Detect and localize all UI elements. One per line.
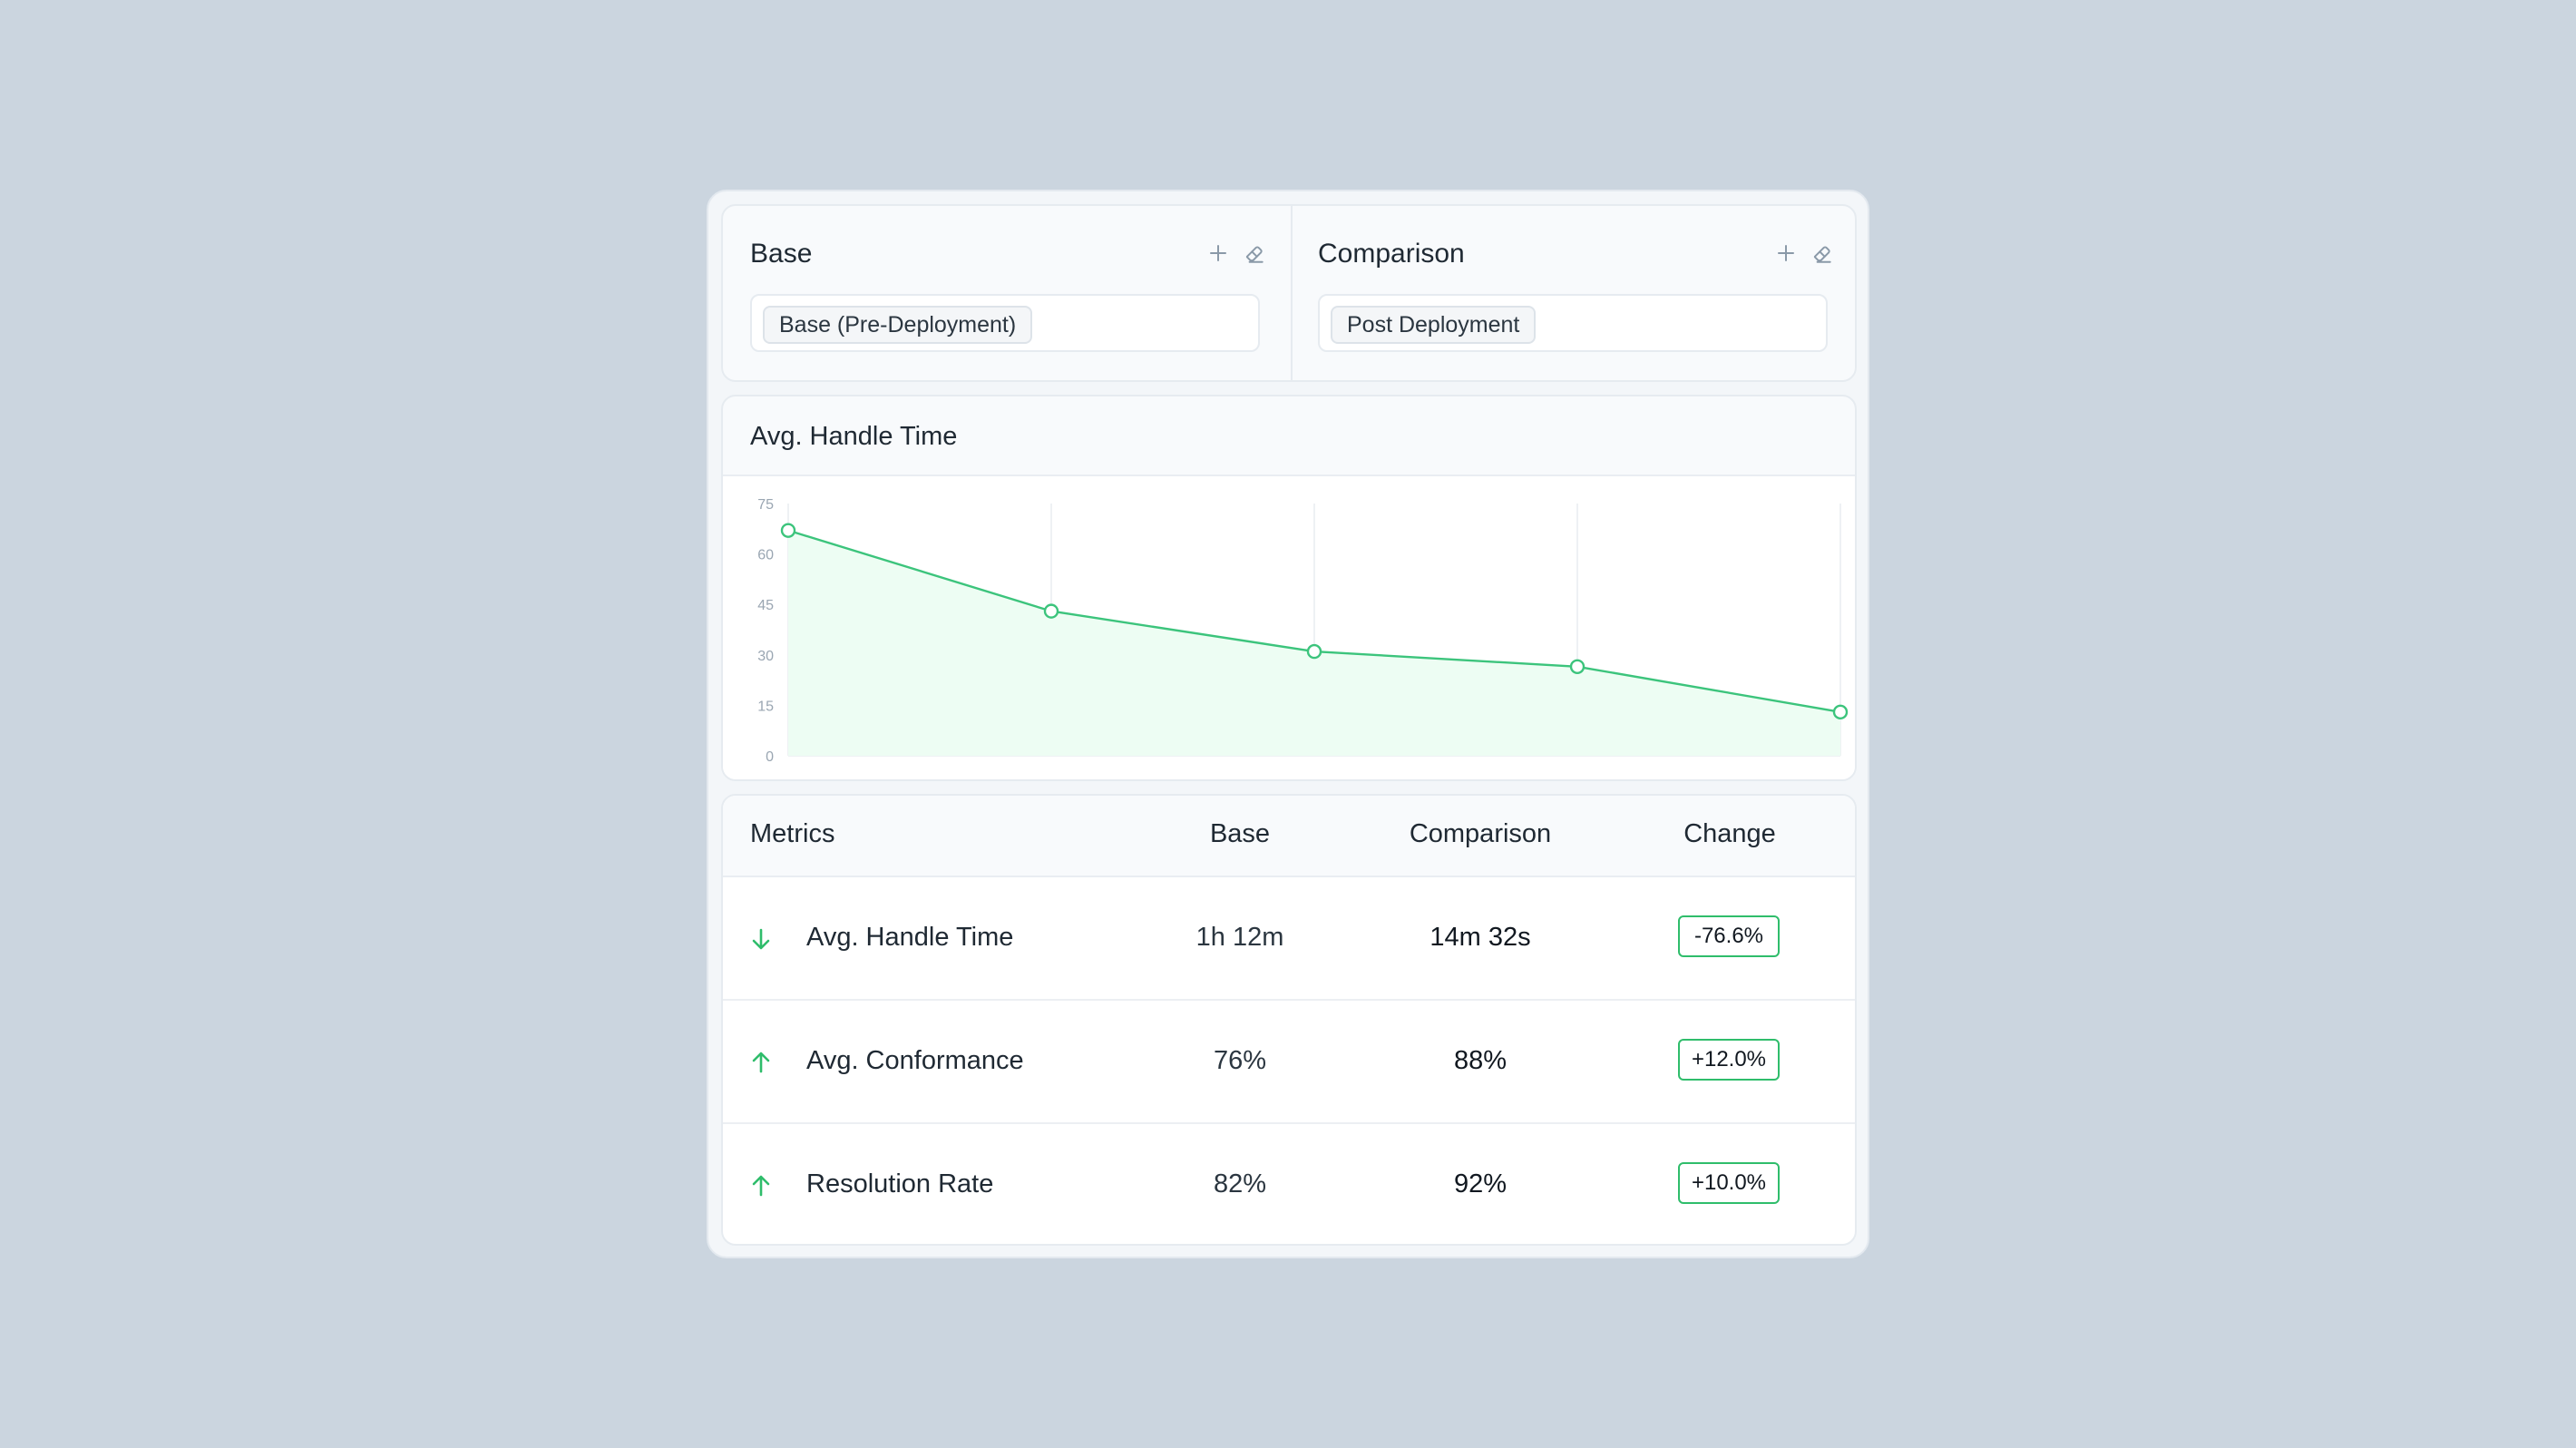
series-area — [788, 530, 1840, 756]
table-row: Resolution Rate 82% 92% +10.0% — [723, 1124, 1855, 1244]
table-row: Avg. Conformance 76% 88% +12.0% — [723, 1001, 1855, 1124]
base-select[interactable]: Base (Pre-Deployment) — [750, 294, 1260, 352]
header-change: Change — [1683, 819, 1776, 848]
metric-name: Resolution Rate — [806, 1169, 994, 1199]
table-row: Avg. Handle Time 1h 12m 14m 32s -76.6% — [723, 877, 1855, 1001]
y-tick-label: 60 — [757, 548, 774, 563]
chart-panel: Avg. Handle Time 0 15 30 45 60 75 — [721, 395, 1857, 781]
base-value: 1h 12m — [1195, 923, 1284, 952]
y-tick-label: 15 — [757, 699, 774, 714]
header-metrics: Metrics — [750, 819, 835, 848]
comparison-value: 14m 32s — [1429, 923, 1531, 952]
comparison-filter: Comparison Post Deployment — [1291, 206, 1855, 380]
add-base-button[interactable] — [1200, 235, 1236, 271]
eraser-icon — [1245, 246, 1264, 263]
base-value: 76% — [1213, 1046, 1267, 1075]
change-badge: +12.0% — [1678, 1039, 1780, 1081]
base-chip[interactable]: Base (Pre-Deployment) — [763, 306, 1033, 344]
metrics-table: Metrics Base Comparison Change Avg. Hand… — [721, 794, 1857, 1246]
clear-base-button[interactable] — [1236, 235, 1273, 271]
comparison-filter-title: Comparison — [1318, 239, 1465, 269]
area-chart: 0 15 30 45 60 75 — [757, 497, 1849, 765]
y-tick-label: 45 — [757, 598, 774, 613]
table-header: Metrics Base Comparison Change — [723, 796, 1855, 877]
metric-name: Avg. Conformance — [806, 1046, 1024, 1075]
change-badge: -76.6% — [1678, 915, 1780, 957]
data-point — [1832, 704, 1849, 720]
chart-body: 0 15 30 45 60 75 — [723, 476, 1855, 779]
add-comparison-button[interactable] — [1768, 235, 1804, 271]
data-point — [1569, 659, 1586, 674]
data-point — [1043, 603, 1059, 619]
data-point — [780, 523, 796, 538]
arrow-down-icon — [752, 928, 770, 950]
change-badge: +10.0% — [1678, 1162, 1780, 1204]
data-point — [1306, 643, 1322, 660]
plus-icon — [1778, 245, 1794, 261]
clear-comparison-button[interactable] — [1804, 235, 1840, 271]
arrow-up-icon — [752, 1175, 770, 1197]
base-filter: Base Base (Pre-Deployment) — [723, 206, 1293, 380]
y-tick-label: 0 — [766, 749, 774, 765]
comparison-value: 88% — [1453, 1046, 1508, 1075]
header-base: Base — [1209, 819, 1271, 848]
comparison-card: Base Base (Pre-Deployment) Comparison Po… — [707, 190, 1869, 1258]
y-tick-label: 30 — [757, 649, 774, 664]
arrow-up-icon — [752, 1052, 770, 1073]
comparison-chip[interactable]: Post Deployment — [1331, 306, 1537, 344]
comparison-select[interactable]: Post Deployment — [1318, 294, 1828, 352]
header-comparison: Comparison — [1409, 819, 1552, 848]
chart-header: Avg. Handle Time — [723, 396, 1855, 476]
plus-icon — [1210, 245, 1226, 261]
base-filter-title: Base — [750, 239, 813, 269]
y-tick-label: 75 — [757, 497, 774, 513]
filters-panel: Base Base (Pre-Deployment) Comparison Po… — [721, 204, 1857, 382]
comparison-value: 92% — [1453, 1169, 1508, 1199]
eraser-icon — [1813, 246, 1831, 263]
chart-title: Avg. Handle Time — [750, 422, 958, 451]
metric-name: Avg. Handle Time — [806, 923, 1014, 952]
base-value: 82% — [1213, 1169, 1267, 1199]
